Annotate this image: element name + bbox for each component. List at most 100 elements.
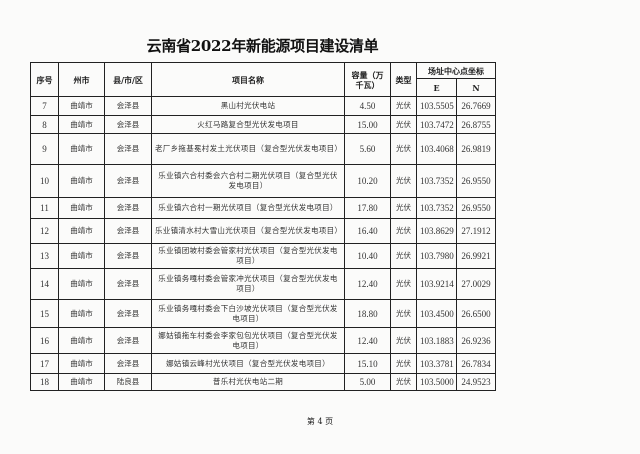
header-coords: 场址中心点坐标	[416, 62, 496, 79]
row-number: 12	[30, 218, 59, 244]
row-number: 9	[30, 133, 59, 165]
county-cell: 会泽县	[104, 299, 152, 328]
project-name-cell: 娜姑镇拖车村委会李家包包光伏项目（复合型光伏发电项目）	[151, 327, 345, 354]
longitude-cell: 103.4500	[416, 299, 457, 328]
prefecture-cell: 曲靖市	[58, 243, 105, 269]
project-name-cell: 老厂乡拖基冕村发土光伏项目（复合型光伏发电项目）	[151, 133, 345, 165]
page-number: 第 4 页	[306, 417, 334, 426]
latitude-cell: 26.8755	[456, 115, 496, 134]
longitude-cell: 103.3781	[416, 353, 457, 374]
longitude-cell: 103.7352	[416, 197, 457, 219]
capacity-cell: 15.00	[344, 115, 391, 134]
row-number: 8	[30, 115, 59, 134]
longitude-cell: 103.8629	[416, 218, 457, 244]
row-number: 15	[30, 299, 59, 328]
row-number: 13	[30, 243, 59, 269]
header-e: E	[416, 78, 457, 97]
county-cell: 会泽县	[104, 218, 152, 244]
row-number: 11	[30, 197, 59, 219]
project-name-cell: 乐业镇务嘎村委会管家冲光伏项目（复合型光伏发电项目）	[151, 268, 345, 300]
county-cell: 陆良县	[104, 373, 152, 391]
type-cell: 光伏	[390, 133, 417, 165]
county-cell: 会泽县	[104, 243, 152, 269]
county-cell: 会泽县	[104, 197, 152, 219]
header-no: 序号	[30, 62, 59, 97]
county-cell: 会泽县	[104, 268, 152, 300]
latitude-cell: 26.9550	[456, 164, 496, 198]
prefecture-cell: 曲靖市	[58, 268, 105, 300]
type-cell: 光伏	[390, 327, 417, 354]
capacity-cell: 15.10	[344, 353, 391, 374]
header-capacity: 容量（万千瓦）	[344, 62, 391, 97]
table-row: 8 曲靖市 会泽县 火红马路复合型光伏发电项目 15.00 光伏 103.7472 26.87…	[30, 115, 496, 134]
type-cell: 光伏	[390, 197, 417, 219]
project-name-cell: 乐业镇团坡村委会管家村光伏项目（复合型光伏发电项目）	[151, 243, 345, 269]
table-row: 16 曲靖市 会泽县 娜姑镇拖车村委会李家包包光伏项目（复合型光伏发电项目） 12.40…	[30, 327, 496, 354]
type-cell: 光伏	[390, 268, 417, 300]
prefecture-cell: 曲靖市	[58, 96, 105, 116]
project-name-cell: 火红马路复合型光伏发电项目	[151, 115, 345, 134]
longitude-cell: 103.7980	[416, 243, 457, 269]
header-n: N	[456, 78, 496, 97]
prefecture-cell: 曲靖市	[58, 115, 105, 134]
project-name-cell: 乐业镇六合村一期光伏项目（复合型光伏发电项目）	[151, 197, 345, 219]
prefecture-cell: 曲靖市	[58, 353, 105, 374]
header-county: 县/市/区	[104, 62, 152, 97]
longitude-cell: 103.7352	[416, 164, 457, 198]
table-row: 10 曲靖市 会泽县 乐业镇六合村委会六合村二期光伏项目（复合型光伏发电项目） 10.2…	[30, 164, 496, 198]
longitude-cell: 103.7472	[416, 115, 457, 134]
prefecture-cell: 曲靖市	[58, 164, 105, 198]
table-row: 9 曲靖市 会泽县 老厂乡拖基冕村发土光伏项目（复合型光伏发电项目） 5.60 光伏 103…	[30, 133, 496, 165]
type-cell: 光伏	[390, 218, 417, 244]
latitude-cell: 26.9921	[456, 243, 496, 269]
project-name-cell: 普乐村光伏电站二期	[151, 373, 345, 391]
capacity-cell: 18.80	[344, 299, 391, 328]
table-row: 13 曲靖市 会泽县 乐业镇团坡村委会管家村光伏项目（复合型光伏发电项目） 10.40 光…	[30, 243, 496, 269]
prefecture-cell: 曲靖市	[58, 327, 105, 354]
prefecture-cell: 曲靖市	[58, 299, 105, 328]
longitude-cell: 103.5505	[416, 96, 457, 116]
type-cell: 光伏	[390, 115, 417, 134]
capacity-cell: 10.20	[344, 164, 391, 198]
capacity-cell: 5.00	[344, 373, 391, 391]
capacity-cell: 10.40	[344, 243, 391, 269]
type-cell: 光伏	[390, 299, 417, 328]
longitude-cell: 103.5000	[416, 373, 457, 391]
type-cell: 光伏	[390, 164, 417, 198]
project-name-cell: 乐业镇清水村大雪山光伏项目（复合型光伏发电项目）	[151, 218, 345, 244]
prefecture-cell: 曲靖市	[58, 373, 105, 391]
table-row: 12 曲靖市 会泽县 乐业镇清水村大雪山光伏项目（复合型光伏发电项目） 16.40 光伏 1…	[30, 218, 496, 244]
latitude-cell: 26.6500	[456, 299, 496, 328]
project-name-cell: 黑山村光伏电站	[151, 96, 345, 116]
county-cell: 会泽县	[104, 115, 152, 134]
latitude-cell: 24.9523	[456, 373, 496, 391]
row-number: 14	[30, 268, 59, 300]
prefecture-cell: 曲靖市	[58, 133, 105, 165]
capacity-cell: 17.80	[344, 197, 391, 219]
header-project-name: 项目名称	[151, 62, 345, 97]
project-name-cell: 乐业镇务嘎村委会下白沙坡光伏项目（复合型光伏发电项目）	[151, 299, 345, 328]
table-row: 18 曲靖市 陆良县 普乐村光伏电站二期 5.00 光伏 103.5000 24.9523	[30, 373, 496, 391]
table-row: 14 曲靖市 会泽县 乐业镇务嘎村委会管家冲光伏项目（复合型光伏发电项目） 12.40 光…	[30, 268, 496, 300]
latitude-cell: 26.9236	[456, 327, 496, 354]
county-cell: 会泽县	[104, 327, 152, 354]
capacity-cell: 12.40	[344, 327, 391, 354]
type-cell: 光伏	[390, 96, 417, 116]
project-name-cell: 乐业镇六合村委会六合村二期光伏项目（复合型光伏发电项目）	[151, 164, 345, 198]
latitude-cell: 26.7834	[456, 353, 496, 374]
county-cell: 会泽县	[104, 353, 152, 374]
capacity-cell: 4.50	[344, 96, 391, 116]
county-cell: 会泽县	[104, 133, 152, 165]
header-type: 类型	[390, 62, 417, 97]
prefecture-cell: 曲靖市	[58, 218, 105, 244]
longitude-cell: 103.9214	[416, 268, 457, 300]
longitude-cell: 103.4068	[416, 133, 457, 165]
county-cell: 会泽县	[104, 96, 152, 116]
row-number: 10	[30, 164, 59, 198]
prefecture-cell: 曲靖市	[58, 197, 105, 219]
table-row: 17 曲靖市 会泽县 娜姑镇云峰村光伏项目（复合型光伏发电项目） 15.10 光伏 103.…	[30, 353, 496, 374]
row-number: 18	[30, 373, 59, 391]
capacity-cell: 5.60	[344, 133, 391, 165]
table-row: 7 曲靖市 会泽县 黑山村光伏电站 4.50 光伏 103.5505 26.7669	[30, 96, 496, 116]
project-name-cell: 娜姑镇云峰村光伏项目（复合型光伏发电项目）	[151, 353, 345, 374]
